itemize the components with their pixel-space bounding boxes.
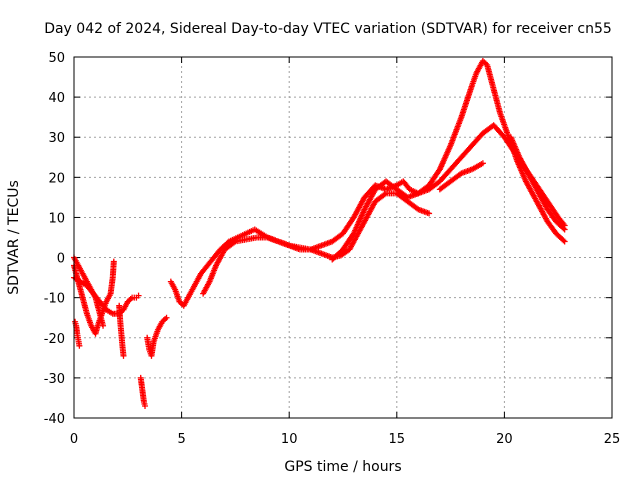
data-point (135, 292, 142, 299)
y-tick-label: 30 (48, 131, 65, 146)
y-tick-label: 50 (48, 51, 65, 66)
data-point (110, 258, 117, 265)
data-point (231, 239, 238, 246)
series-track-10 (329, 58, 568, 263)
x-axis-label: GPS time / hours (284, 459, 401, 475)
x-tick-label: 20 (496, 432, 513, 447)
data-point (479, 160, 486, 167)
series-track-3 (71, 254, 107, 329)
data-point (426, 210, 433, 217)
y-tick-label: 20 (48, 171, 65, 186)
y-tick-label: 0 (57, 252, 65, 267)
tick-labels: 0 5 10 15 20 25 -40 -30 -20 -10 0 10 20 30 40 50 (44, 51, 621, 447)
series-track-12 (507, 134, 568, 233)
grid-lines (74, 57, 612, 418)
y-tick-label: -10 (44, 292, 65, 307)
data-point (142, 402, 149, 409)
y-tick-label: -20 (44, 332, 65, 347)
series-track-11 (436, 160, 486, 193)
data-point (561, 238, 568, 245)
data-point (561, 226, 568, 233)
series-track-8 (167, 190, 433, 309)
x-tick-label: 10 (281, 432, 298, 447)
axis-ticks (73, 56, 613, 419)
data-point (76, 342, 83, 349)
x-tick-label: 0 (70, 432, 78, 447)
y-tick-label: 10 (48, 211, 65, 226)
x-tick-label: 15 (389, 432, 406, 447)
series-track-7 (144, 314, 170, 359)
y-tick-label: 40 (48, 91, 65, 106)
y-tick-label: -30 (44, 372, 65, 387)
x-tick-label: 25 (604, 432, 621, 447)
series-track-5 (116, 302, 127, 359)
data-point (163, 314, 170, 321)
data-points (71, 58, 568, 409)
series-track-6 (137, 374, 149, 409)
y-tick-label: -40 (44, 412, 65, 427)
data-point (120, 352, 127, 359)
data-point (560, 237, 567, 244)
data-point (100, 322, 107, 329)
data-point (381, 191, 388, 198)
data-point (560, 225, 567, 232)
x-tick-label: 5 (177, 432, 185, 447)
chart-title: Day 042 of 2024, Sidereal Day-to-day VTE… (44, 21, 612, 37)
y-axis-label: SDTVAR / TECUs (6, 180, 22, 295)
plot-frame (73, 56, 613, 419)
